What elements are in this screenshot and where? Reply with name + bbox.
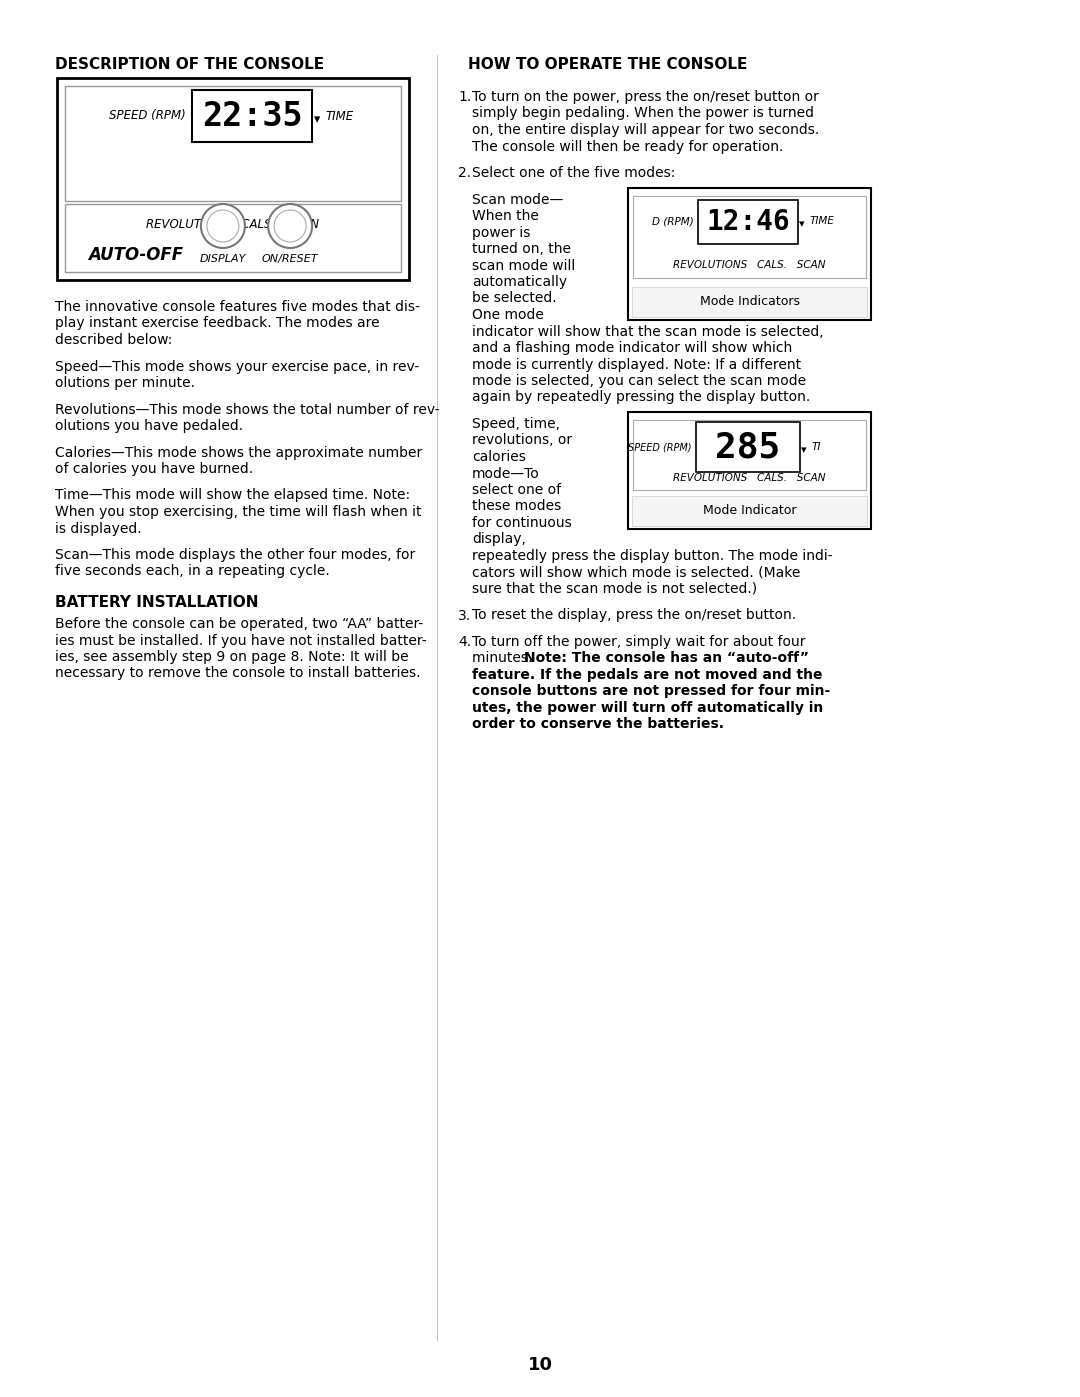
Text: When the: When the bbox=[472, 210, 539, 224]
Text: One mode: One mode bbox=[472, 307, 544, 321]
Text: calories: calories bbox=[472, 450, 526, 464]
Text: 10: 10 bbox=[527, 1356, 553, 1375]
Text: To turn on the power, press the on/reset button or: To turn on the power, press the on/reset… bbox=[472, 89, 819, 103]
Bar bbox=[627, 412, 870, 529]
Text: Select one of the five modes:: Select one of the five modes: bbox=[472, 166, 675, 180]
Text: simply begin pedaling. When the power is turned: simply begin pedaling. When the power is… bbox=[472, 106, 814, 120]
Text: REVOLUTIONS   CALS.   SCAN: REVOLUTIONS CALS. SCAN bbox=[147, 218, 320, 231]
Text: TIME: TIME bbox=[326, 109, 354, 123]
Text: BATTERY INSTALLATION: BATTERY INSTALLATION bbox=[55, 595, 258, 610]
Bar bbox=[632, 496, 867, 527]
Text: Time—This mode will show the elapsed time. Note:: Time—This mode will show the elapsed tim… bbox=[55, 489, 410, 503]
Text: HOW TO OPERATE THE CONSOLE: HOW TO OPERATE THE CONSOLE bbox=[468, 57, 747, 73]
Text: REVOLUTIONS   CALS.   SCAN: REVOLUTIONS CALS. SCAN bbox=[673, 260, 826, 271]
Bar bbox=[698, 200, 798, 243]
Text: these modes: these modes bbox=[472, 500, 562, 514]
Text: The console will then be ready for operation.: The console will then be ready for opera… bbox=[472, 140, 783, 154]
Text: To turn off the power, simply wait for about four: To turn off the power, simply wait for a… bbox=[472, 636, 806, 650]
Text: repeatedly press the display button. The mode indi-: repeatedly press the display button. The… bbox=[472, 549, 833, 563]
Text: 3.: 3. bbox=[458, 609, 471, 623]
Text: order to conserve the batteries.: order to conserve the batteries. bbox=[472, 718, 724, 732]
Text: DISPLAY: DISPLAY bbox=[200, 254, 246, 264]
Bar bbox=[192, 89, 312, 142]
Text: ies, see assembly step 9 on page 8. Note: It will be: ies, see assembly step 9 on page 8. Note… bbox=[55, 650, 408, 664]
Text: To reset the display, press the on/reset button.: To reset the display, press the on/reset… bbox=[472, 609, 796, 623]
Text: of calories you have burned.: of calories you have burned. bbox=[55, 462, 253, 476]
Text: automatically: automatically bbox=[472, 275, 567, 289]
Circle shape bbox=[268, 204, 312, 249]
Bar bbox=[633, 420, 866, 490]
Text: REVOLUTIONS   CALS.   SCAN: REVOLUTIONS CALS. SCAN bbox=[673, 474, 826, 483]
Text: Calories—This mode shows the approximate number: Calories—This mode shows the approximate… bbox=[55, 446, 422, 460]
Text: 4.: 4. bbox=[458, 636, 471, 650]
Text: olutions per minute.: olutions per minute. bbox=[55, 376, 195, 390]
Text: Note: The console has an “auto-off”: Note: The console has an “auto-off” bbox=[524, 651, 809, 665]
Text: mode—To: mode—To bbox=[472, 467, 540, 481]
Text: and a flashing mode indicator will show which: and a flashing mode indicator will show … bbox=[472, 341, 793, 355]
Text: mode is selected, you can select the scan mode: mode is selected, you can select the sca… bbox=[472, 374, 806, 388]
Text: Revolutions—This mode shows the total number of rev-: Revolutions—This mode shows the total nu… bbox=[55, 402, 440, 416]
Bar bbox=[633, 196, 866, 278]
Text: select one of: select one of bbox=[472, 483, 562, 497]
Text: 12:46: 12:46 bbox=[706, 208, 789, 236]
Text: When you stop exercising, the time will flash when it: When you stop exercising, the time will … bbox=[55, 504, 421, 520]
Text: AUTO-OFF: AUTO-OFF bbox=[87, 246, 184, 264]
Circle shape bbox=[207, 210, 239, 242]
Text: DESCRIPTION OF THE CONSOLE: DESCRIPTION OF THE CONSOLE bbox=[55, 57, 324, 73]
Text: on, the entire display will appear for two seconds.: on, the entire display will appear for t… bbox=[472, 123, 820, 137]
Circle shape bbox=[201, 204, 245, 249]
Text: for continuous: for continuous bbox=[472, 515, 571, 529]
Text: described below:: described below: bbox=[55, 332, 173, 346]
Text: revolutions, or: revolutions, or bbox=[472, 433, 572, 447]
Text: Mode Indicator: Mode Indicator bbox=[703, 504, 796, 517]
Bar bbox=[57, 78, 409, 279]
Text: play instant exercise feedback. The modes are: play instant exercise feedback. The mode… bbox=[55, 317, 380, 331]
Text: five seconds each, in a repeating cycle.: five seconds each, in a repeating cycle. bbox=[55, 564, 329, 578]
Text: TIME: TIME bbox=[810, 217, 835, 226]
Text: console buttons are not pressed for four min-: console buttons are not pressed for four… bbox=[472, 685, 831, 698]
Text: ▾: ▾ bbox=[314, 113, 321, 127]
Text: necessary to remove the console to install batteries.: necessary to remove the console to insta… bbox=[55, 666, 420, 680]
Text: be selected.: be selected. bbox=[472, 292, 556, 306]
Text: feature. If the pedals are not moved and the: feature. If the pedals are not moved and… bbox=[472, 668, 823, 682]
Text: Speed, time,: Speed, time, bbox=[472, 416, 561, 432]
Text: ies must be installed. If you have not installed batter-: ies must be installed. If you have not i… bbox=[55, 633, 427, 647]
Text: 22:35: 22:35 bbox=[202, 99, 302, 133]
Text: Mode Indicators: Mode Indicators bbox=[700, 295, 799, 307]
Text: Speed—This mode shows your exercise pace, in rev-: Speed—This mode shows your exercise pace… bbox=[55, 359, 419, 373]
Text: ▾: ▾ bbox=[799, 219, 805, 229]
Text: SPEED (RPM): SPEED (RPM) bbox=[629, 441, 692, 453]
Text: indicator will show that the scan mode is selected,: indicator will show that the scan mode i… bbox=[472, 324, 824, 338]
Text: mode is currently displayed. Note: If a different: mode is currently displayed. Note: If a … bbox=[472, 358, 801, 372]
Text: 285: 285 bbox=[715, 430, 781, 464]
Text: turned on, the: turned on, the bbox=[472, 242, 571, 256]
Bar bbox=[65, 204, 401, 272]
Text: power is: power is bbox=[472, 225, 530, 239]
Text: ▾: ▾ bbox=[801, 446, 807, 455]
Text: again by repeatedly pressing the display button.: again by repeatedly pressing the display… bbox=[472, 391, 810, 405]
Bar bbox=[696, 422, 800, 472]
Text: TI: TI bbox=[812, 441, 822, 453]
Text: Scan mode—: Scan mode— bbox=[472, 193, 564, 207]
Text: Before the console can be operated, two “AA” batter-: Before the console can be operated, two … bbox=[55, 617, 423, 631]
Text: Scan—This mode displays the other four modes, for: Scan—This mode displays the other four m… bbox=[55, 548, 415, 562]
Text: 1.: 1. bbox=[458, 89, 471, 103]
Text: sure that the scan mode is not selected.): sure that the scan mode is not selected.… bbox=[472, 583, 757, 597]
Text: utes, the power will turn off automatically in: utes, the power will turn off automatica… bbox=[472, 701, 823, 715]
Text: cators will show which mode is selected. (Make: cators will show which mode is selected.… bbox=[472, 566, 800, 580]
Bar bbox=[627, 187, 870, 320]
Text: display,: display, bbox=[472, 532, 526, 546]
Bar bbox=[632, 286, 867, 317]
Text: D (RPM): D (RPM) bbox=[652, 217, 694, 226]
Text: scan mode will: scan mode will bbox=[472, 258, 576, 272]
Text: ON/RESET: ON/RESET bbox=[261, 254, 319, 264]
Text: SPEED (RPM): SPEED (RPM) bbox=[109, 109, 186, 123]
Text: minutes.: minutes. bbox=[472, 651, 537, 665]
Text: is displayed.: is displayed. bbox=[55, 521, 141, 535]
Text: olutions you have pedaled.: olutions you have pedaled. bbox=[55, 419, 243, 433]
Text: The innovative console features five modes that dis-: The innovative console features five mod… bbox=[55, 300, 420, 314]
Bar bbox=[65, 87, 401, 201]
Circle shape bbox=[274, 210, 306, 242]
Text: 2.: 2. bbox=[458, 166, 471, 180]
